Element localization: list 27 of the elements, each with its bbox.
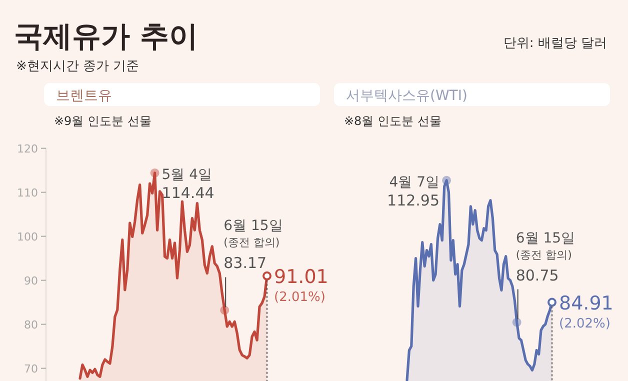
y-tick-label: 100	[17, 230, 38, 244]
text: 84.91	[559, 292, 614, 314]
y-tick-label: 90	[24, 274, 38, 288]
chart-title: 브렌트유	[56, 88, 112, 104]
annotation: (종전 합의)	[224, 236, 280, 250]
y-tick-label: 80	[24, 318, 38, 332]
annotation: 6월 15일	[224, 218, 283, 234]
chart-subtitle: ※9월 인도분 선물	[54, 114, 152, 128]
annotation: 6월 15일	[516, 230, 576, 246]
text: ※현지시간 종가 기준	[16, 59, 140, 74]
annotation: 112.95	[387, 191, 440, 210]
text: 단위: 배럴당 달러	[503, 36, 607, 51]
annotation: 83.17	[224, 254, 267, 272]
annotation: 80.75	[516, 266, 559, 284]
y-tick-label: 70	[24, 362, 38, 376]
text: 국제유가 추이	[14, 19, 198, 53]
text: 91.01	[274, 266, 328, 288]
text: (2.02%)	[559, 316, 610, 332]
y-tick-label: 120	[17, 142, 38, 156]
annotation: 4월 7일	[389, 174, 440, 190]
chart-title: 서부텍사스유(WTI)	[346, 88, 468, 104]
annotation: (종전 합의)	[516, 248, 572, 262]
annotation: 5월 4일	[162, 166, 212, 183]
chart-subtitle: ※8월 인도분 선물	[344, 114, 442, 128]
y-tick-label: 110	[17, 186, 38, 200]
text: (2.01%)	[274, 290, 326, 305]
annotation: 114.44	[162, 184, 214, 202]
